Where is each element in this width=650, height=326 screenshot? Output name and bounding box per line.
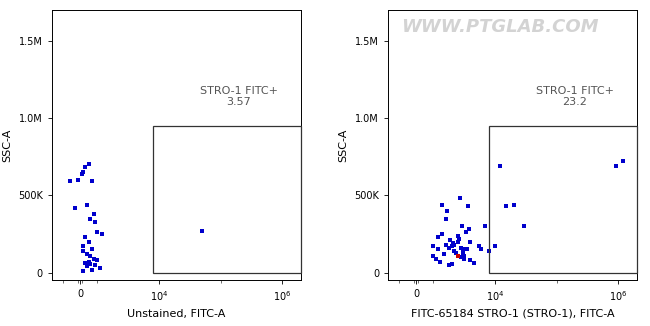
Point	[83, 162, 94, 167]
Point	[87, 247, 98, 252]
Point	[465, 258, 476, 263]
Point	[618, 159, 629, 164]
Point	[452, 239, 463, 244]
X-axis label: FITC-65184 STRO-1 (STRO-1), FITC-A: FITC-65184 STRO-1 (STRO-1), FITC-A	[411, 309, 614, 319]
Point	[456, 245, 466, 250]
Point	[439, 251, 449, 257]
Point	[456, 224, 467, 229]
X-axis label: Unstained, FITC-A: Unstained, FITC-A	[127, 309, 226, 319]
Point	[454, 196, 465, 201]
Point	[456, 255, 466, 260]
Point	[459, 253, 469, 258]
Point	[439, 251, 449, 257]
Point	[428, 244, 439, 249]
Point	[469, 261, 479, 266]
Point	[508, 202, 519, 207]
Point	[197, 228, 207, 233]
Point	[83, 239, 94, 244]
Point	[78, 248, 88, 254]
Point	[495, 163, 505, 169]
Point	[435, 259, 445, 264]
Point	[90, 219, 101, 224]
Point	[87, 267, 98, 272]
Point	[474, 244, 484, 249]
Point	[465, 239, 476, 244]
Point	[85, 216, 96, 221]
Point	[94, 265, 105, 271]
Point	[88, 256, 99, 261]
Text: STRO-1 FITC+
23.2: STRO-1 FITC+ 23.2	[536, 85, 614, 107]
Point	[88, 211, 99, 216]
Y-axis label: SSC-A: SSC-A	[3, 128, 12, 162]
Y-axis label: SSC-A: SSC-A	[339, 128, 348, 162]
Point	[428, 253, 439, 258]
Point	[97, 231, 107, 237]
Point	[82, 202, 92, 207]
Point	[442, 208, 452, 214]
Point	[441, 242, 451, 247]
Point	[464, 227, 474, 232]
Point	[77, 171, 87, 176]
Point	[82, 251, 92, 257]
Point	[80, 165, 90, 170]
Point	[87, 179, 98, 184]
Point	[484, 248, 494, 254]
Point	[476, 247, 486, 252]
Point	[70, 205, 80, 210]
Point	[463, 203, 473, 209]
Point	[610, 163, 621, 169]
Point	[461, 230, 471, 235]
Point	[433, 247, 443, 252]
Point	[458, 250, 468, 255]
Point	[459, 256, 469, 261]
Bar	[489, 126, 637, 273]
Point	[441, 216, 451, 221]
Point	[484, 248, 494, 254]
Point	[78, 244, 88, 249]
Point	[452, 233, 463, 238]
Point	[452, 253, 463, 258]
Text: WWW.PTGLAB.COM: WWW.PTGLAB.COM	[401, 18, 599, 36]
Text: STRO-1 FITC+
3.57: STRO-1 FITC+ 3.57	[200, 85, 278, 107]
Point	[449, 242, 460, 247]
Point	[80, 234, 90, 240]
Point	[92, 258, 102, 263]
Point	[448, 241, 458, 246]
Point	[430, 256, 441, 261]
Point	[445, 238, 456, 243]
Point	[92, 230, 102, 235]
Point	[462, 247, 472, 252]
Point	[519, 224, 530, 229]
Point	[78, 170, 88, 175]
Point	[476, 247, 486, 252]
Point	[82, 264, 92, 269]
Point	[64, 179, 75, 184]
Point	[447, 261, 457, 267]
Point	[480, 224, 491, 229]
Point	[73, 177, 83, 183]
Point	[78, 269, 88, 274]
Point	[433, 234, 443, 240]
Bar	[153, 126, 301, 273]
Point	[444, 262, 454, 268]
Point	[449, 248, 460, 254]
Point	[85, 261, 96, 267]
Point	[444, 245, 454, 250]
Point	[450, 250, 461, 255]
Point	[437, 231, 447, 237]
Point	[90, 262, 101, 268]
Point	[80, 261, 90, 266]
Point	[454, 236, 464, 241]
Point	[489, 244, 500, 249]
Point	[437, 202, 447, 207]
Point	[458, 247, 468, 252]
Point	[447, 244, 457, 249]
Point	[83, 259, 94, 264]
Point	[85, 253, 96, 258]
Point	[500, 203, 511, 209]
